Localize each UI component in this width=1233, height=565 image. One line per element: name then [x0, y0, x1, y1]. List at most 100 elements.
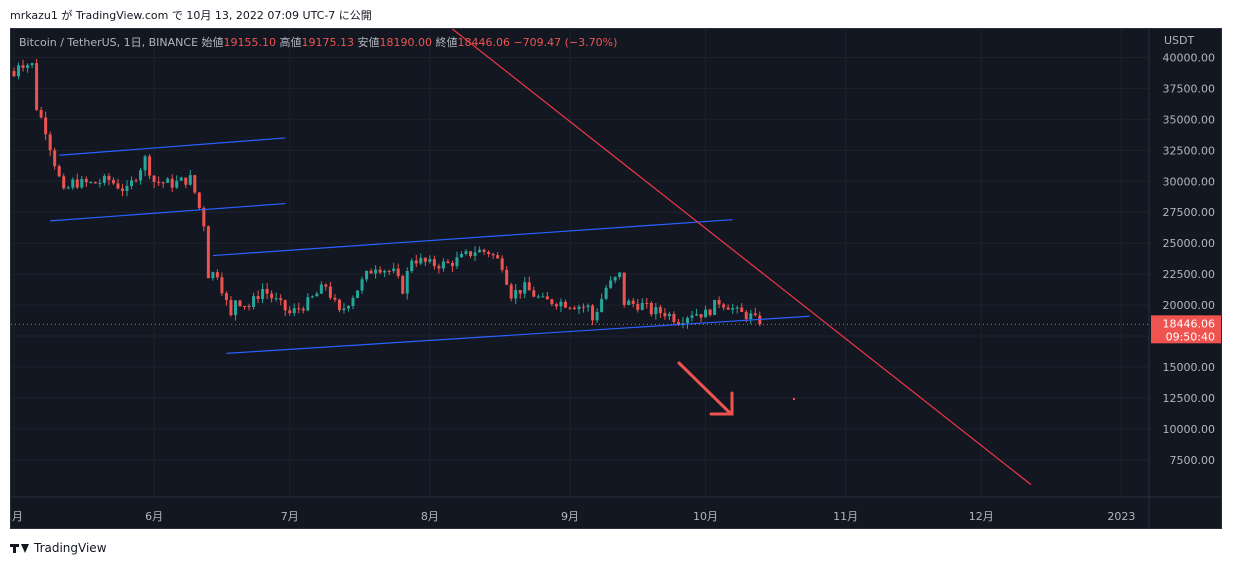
candle-body	[35, 63, 39, 110]
close-label: 終値	[435, 35, 457, 49]
price-tick-label: 30000.00	[1163, 175, 1216, 188]
candle-body	[469, 251, 473, 256]
candle-body	[735, 307, 739, 309]
open-value: 19155.10	[224, 36, 280, 49]
candle-body	[514, 289, 518, 299]
candle-body	[717, 299, 721, 305]
time-tick-label: 12月	[969, 510, 994, 523]
candle-body	[66, 187, 70, 189]
last-price-badge	[1151, 315, 1221, 344]
candle-body	[586, 305, 590, 308]
candle-body	[53, 150, 57, 167]
candle-body	[600, 298, 604, 312]
candle-body	[111, 180, 115, 184]
time-tick-label: 10月	[693, 510, 718, 523]
caption-text: に公開	[335, 9, 372, 22]
candle-body	[649, 302, 653, 315]
currency-label: USDT	[1164, 34, 1195, 47]
candle-body	[618, 272, 622, 277]
candle-body	[500, 258, 504, 270]
candle-body	[609, 280, 613, 288]
publish-date: 10月 13, 2022 07:09 UTC-7	[186, 9, 336, 22]
candle-body	[731, 308, 735, 310]
candle-body	[432, 259, 436, 267]
candle-body	[310, 296, 314, 298]
price-tick-label: 40000.00	[1163, 51, 1216, 64]
candle-body	[306, 297, 310, 311]
candle-body	[532, 290, 536, 297]
candle-body	[233, 300, 237, 316]
chart-panel[interactable]: Bitcoin / TetherUS, 1日, BINANCE 始値19155.…	[10, 28, 1222, 529]
site-link[interactable]: TradingView.com	[75, 9, 169, 22]
candle-body	[631, 300, 635, 304]
candle-body	[713, 299, 717, 316]
candle-body	[206, 226, 210, 279]
candle-body	[130, 180, 134, 186]
candle-body	[12, 71, 16, 77]
candle-body	[256, 296, 260, 300]
candle-body	[369, 270, 373, 274]
time-tick-label: 2023	[1107, 510, 1135, 523]
candle-body	[722, 304, 726, 308]
candle-body	[102, 175, 106, 183]
price-chart[interactable]: Bitcoin / TetherUS, 1日, BINANCE 始値19155.…	[11, 29, 1222, 529]
candle-body	[464, 251, 468, 254]
time-tick-label: 11月	[833, 510, 858, 523]
price-tick-label: 22500.00	[1163, 268, 1216, 281]
candle-body	[455, 257, 459, 267]
candle-body	[591, 305, 595, 321]
candle-body	[243, 306, 247, 308]
candle-body	[568, 307, 572, 309]
candle-body	[627, 300, 631, 306]
candle-body	[450, 263, 454, 267]
candle-body	[446, 261, 450, 264]
candle-body	[283, 300, 287, 311]
price-tick-label: 35000.00	[1163, 113, 1216, 126]
author-name[interactable]: mrkazu1	[10, 9, 58, 22]
candle-body	[48, 134, 52, 151]
candle-body	[80, 178, 84, 188]
candle-body	[89, 182, 93, 184]
candle-body	[238, 300, 242, 307]
time-tick-label: 5月	[11, 510, 23, 523]
candle-body	[577, 306, 581, 310]
candle-body	[563, 301, 567, 308]
candle-body	[676, 322, 680, 325]
candle-body	[383, 270, 387, 273]
candle-body	[220, 277, 224, 294]
candle-body	[346, 306, 350, 309]
price-tick-label: 20000.00	[1163, 299, 1216, 312]
candle-body	[21, 65, 25, 68]
candle-body	[170, 178, 174, 188]
candle-body	[685, 317, 689, 324]
candle-body	[749, 313, 753, 320]
candle-body	[396, 268, 400, 276]
candle-body	[328, 286, 332, 298]
candle-body	[62, 176, 66, 189]
candle-body	[667, 313, 671, 317]
candle-body	[695, 314, 699, 316]
candle-body	[690, 315, 694, 318]
price-tick-label: 32500.00	[1163, 144, 1216, 157]
candle-body	[365, 270, 369, 280]
candle-body	[663, 313, 667, 317]
candle-body	[224, 293, 228, 300]
candle-body	[360, 279, 364, 291]
candle-body	[75, 179, 79, 188]
candle-body	[419, 257, 423, 264]
candle-body	[270, 293, 274, 299]
candle-body	[545, 296, 549, 300]
candle-body	[428, 259, 432, 262]
descending-trendline	[452, 29, 1032, 486]
candle-body	[378, 269, 382, 273]
countdown-timer: 09:50:40	[1166, 330, 1215, 343]
candle-body	[211, 272, 215, 279]
candle-body	[726, 307, 730, 310]
candle-body	[604, 287, 608, 299]
candle-body	[184, 177, 188, 185]
candle-body	[437, 266, 441, 269]
candle-body	[116, 183, 120, 189]
candle-body	[93, 182, 97, 184]
candle-body	[423, 257, 427, 262]
candle-body	[541, 296, 545, 298]
